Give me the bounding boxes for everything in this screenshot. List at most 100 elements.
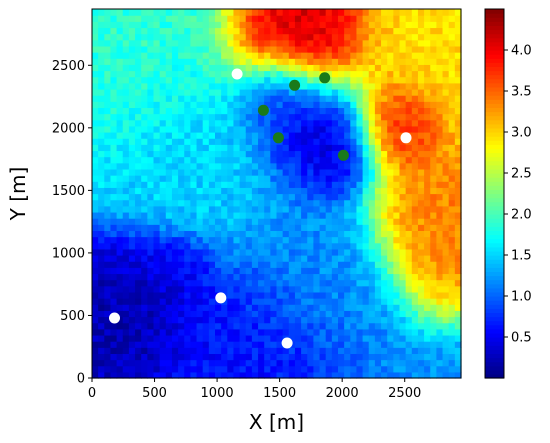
heatmap-cell: [227, 371, 235, 379]
heatmap-cell: [344, 138, 351, 145]
heatmap-cell: [104, 70, 112, 78]
heatmap-cell: [116, 353, 124, 361]
heatmap-cell: [325, 175, 333, 182]
heatmap-cell: [344, 168, 351, 176]
heatmap-cell: [454, 322, 462, 330]
heatmap-cell: [387, 52, 394, 59]
heatmap-cell: [307, 156, 314, 164]
heatmap-cell: [325, 242, 333, 250]
heatmap-cell: [208, 205, 216, 213]
heatmap-cell: [294, 15, 302, 22]
heatmap-cell: [430, 230, 437, 238]
heatmap-cell: [368, 291, 376, 299]
heatmap-cell: [215, 82, 222, 90]
heatmap-cell: [356, 156, 364, 164]
heatmap-cell: [417, 15, 425, 22]
heatmap-cell: [98, 15, 105, 22]
heatmap-cell: [374, 291, 382, 299]
heatmap-cell: [258, 199, 265, 207]
heatmap-cell: [135, 365, 142, 373]
heatmap-cell: [436, 64, 444, 72]
heatmap-cell: [190, 230, 198, 238]
heatmap-cell: [430, 125, 437, 133]
heatmap-cell: [288, 58, 296, 65]
heatmap-cell: [215, 316, 222, 324]
heatmap-cell: [178, 187, 185, 195]
heatmap-cell: [381, 304, 388, 311]
heatmap-cell: [331, 82, 339, 90]
heatmap-cell: [159, 144, 167, 152]
heatmap-cell: [313, 316, 321, 324]
heatmap-cell: [190, 347, 198, 354]
heatmap-cell: [374, 279, 382, 287]
heatmap-cell: [276, 328, 284, 336]
heatmap-cell: [417, 322, 425, 330]
heatmap-cell: [251, 199, 259, 207]
heatmap-cell: [307, 150, 314, 158]
heatmap-cell: [122, 267, 130, 275]
heatmap-cell: [128, 64, 136, 72]
heatmap-cell: [165, 261, 173, 268]
heatmap-cell: [239, 230, 247, 238]
heatmap-cell: [147, 353, 155, 361]
heatmap-cell: [116, 76, 124, 84]
heatmap-cell: [208, 82, 216, 90]
heatmap-cell: [245, 33, 253, 41]
heatmap-cell: [171, 113, 179, 121]
heatmap-cell: [110, 33, 118, 41]
heatmap-cell: [221, 187, 228, 195]
heatmap-cell: [405, 187, 413, 195]
heatmap-cell: [331, 359, 339, 367]
heatmap-cell: [270, 58, 278, 65]
heatmap-cell: [417, 211, 425, 219]
heatmap-cell: [393, 193, 401, 201]
heatmap-cell: [325, 45, 333, 53]
heatmap-cell: [202, 181, 210, 188]
heatmap-cell: [393, 199, 401, 207]
heatmap-cell: [424, 193, 431, 201]
heatmap-cell: [184, 132, 191, 139]
heatmap-cell: [196, 279, 204, 287]
heatmap-cell: [282, 138, 290, 145]
heatmap-cell: [294, 218, 302, 225]
heatmap-cell: [331, 255, 339, 262]
heatmap-cell: [282, 58, 290, 65]
heatmap-cell: [147, 107, 155, 115]
heatmap-cell: [122, 285, 130, 293]
heatmap-cell: [301, 138, 308, 145]
heatmap-cell: [387, 291, 394, 299]
heatmap-cell: [399, 359, 407, 367]
heatmap-cell: [202, 322, 210, 330]
heatmap-cell: [171, 95, 179, 102]
heatmap-cell: [264, 304, 271, 311]
heatmap-cell: [381, 371, 388, 379]
heatmap-cell: [448, 218, 456, 225]
heatmap-cell: [424, 242, 431, 250]
heatmap-cell: [442, 316, 450, 324]
heatmap-cell: [424, 359, 431, 367]
heatmap-cell: [239, 181, 247, 188]
heatmap-cell: [350, 230, 358, 238]
heatmap-cell: [399, 52, 407, 59]
heatmap-cell: [178, 181, 185, 188]
heatmap-cell: [233, 168, 241, 176]
heatmap-cell: [104, 107, 112, 115]
heatmap-cell: [393, 291, 401, 299]
heatmap-cell: [381, 347, 388, 354]
heatmap-cell: [215, 334, 222, 342]
heatmap-cell: [258, 101, 265, 108]
heatmap-cell: [301, 353, 308, 361]
heatmap-cell: [362, 371, 370, 379]
heatmap-cell: [196, 58, 204, 65]
heatmap-cell: [288, 88, 296, 96]
heatmap-cell: [313, 88, 321, 96]
heatmap-cell: [110, 52, 118, 59]
heatmap-cell: [436, 199, 444, 207]
heatmap-cell: [288, 52, 296, 59]
heatmap-cell: [368, 95, 376, 102]
heatmap-cell: [436, 52, 444, 59]
heatmap-cell: [356, 193, 364, 201]
heatmap-cell: [411, 82, 419, 90]
heatmap-cell: [264, 132, 271, 139]
heatmap-cell: [153, 187, 161, 195]
